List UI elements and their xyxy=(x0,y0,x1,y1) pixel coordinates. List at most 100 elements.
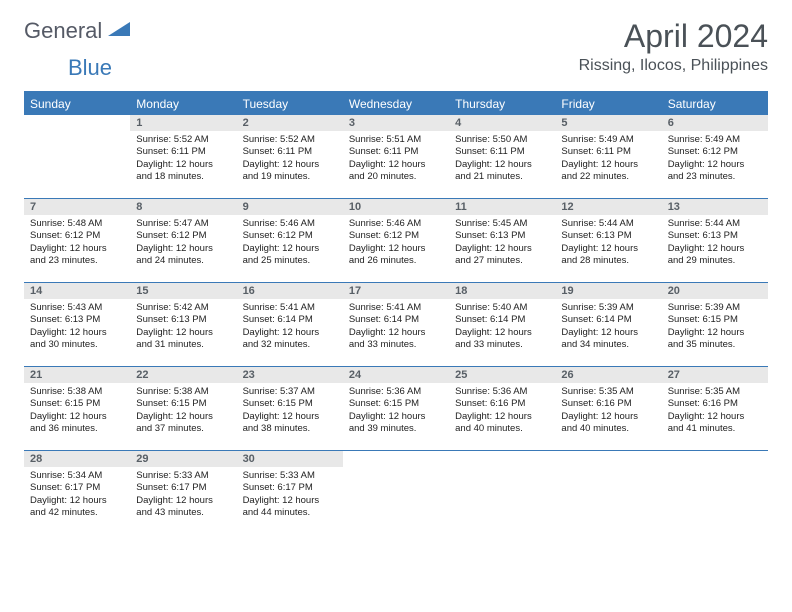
day-number-cell xyxy=(24,115,130,131)
day-detail-line: Sunset: 6:16 PM xyxy=(668,398,762,410)
day-detail-line: and 27 minutes. xyxy=(455,255,549,267)
day-detail-cell xyxy=(24,131,130,199)
day-detail-line: Sunset: 6:15 PM xyxy=(668,314,762,326)
day-detail-line: and 35 minutes. xyxy=(668,339,762,351)
day-detail-line: Sunset: 6:12 PM xyxy=(349,230,443,242)
logo: General xyxy=(24,18,132,44)
day-detail-line: and 33 minutes. xyxy=(349,339,443,351)
day-detail-line: Daylight: 12 hours xyxy=(136,243,230,255)
day-detail-line: Sunrise: 5:33 AM xyxy=(136,470,230,482)
day-detail-line: Daylight: 12 hours xyxy=(30,495,124,507)
day-detail-line: Daylight: 12 hours xyxy=(243,327,337,339)
day-detail-line: Daylight: 12 hours xyxy=(561,327,655,339)
day-detail-line: Daylight: 12 hours xyxy=(136,159,230,171)
day-number-cell: 2 xyxy=(237,115,343,131)
day-detail-line: Sunrise: 5:49 AM xyxy=(668,134,762,146)
day-detail-line: Sunrise: 5:45 AM xyxy=(455,218,549,230)
day-detail-line: Sunrise: 5:50 AM xyxy=(455,134,549,146)
day-detail-line: Sunrise: 5:33 AM xyxy=(243,470,337,482)
day-detail-cell: Sunrise: 5:45 AMSunset: 6:13 PMDaylight:… xyxy=(449,215,555,283)
day-detail-line: and 31 minutes. xyxy=(136,339,230,351)
day-detail-line: Sunset: 6:13 PM xyxy=(455,230,549,242)
day-detail-line: Sunrise: 5:35 AM xyxy=(561,386,655,398)
day-detail-line: Sunset: 6:13 PM xyxy=(136,314,230,326)
day-detail-line: and 18 minutes. xyxy=(136,171,230,183)
day-detail-cell xyxy=(449,467,555,534)
day-detail-line: Sunrise: 5:41 AM xyxy=(243,302,337,314)
day-detail-line: Daylight: 12 hours xyxy=(668,327,762,339)
day-detail-row: Sunrise: 5:34 AMSunset: 6:17 PMDaylight:… xyxy=(24,467,768,534)
day-detail-cell: Sunrise: 5:36 AMSunset: 6:16 PMDaylight:… xyxy=(449,383,555,451)
day-number-cell xyxy=(449,451,555,468)
day-detail-line: and 43 minutes. xyxy=(136,507,230,519)
day-detail-line: Sunrise: 5:37 AM xyxy=(243,386,337,398)
day-detail-cell: Sunrise: 5:50 AMSunset: 6:11 PMDaylight:… xyxy=(449,131,555,199)
day-detail-line: Sunrise: 5:51 AM xyxy=(349,134,443,146)
day-detail-line: Sunrise: 5:43 AM xyxy=(30,302,124,314)
day-detail-line: and 23 minutes. xyxy=(668,171,762,183)
day-detail-line: and 26 minutes. xyxy=(349,255,443,267)
day-number-cell: 26 xyxy=(555,367,661,384)
day-detail-line: Daylight: 12 hours xyxy=(30,411,124,423)
day-number-cell: 8 xyxy=(130,199,236,216)
weekday-header: Saturday xyxy=(662,92,768,115)
day-number-cell: 10 xyxy=(343,199,449,216)
day-detail-line: and 44 minutes. xyxy=(243,507,337,519)
day-detail-line: and 25 minutes. xyxy=(243,255,337,267)
day-detail-line: and 22 minutes. xyxy=(561,171,655,183)
day-number-cell xyxy=(555,451,661,468)
day-detail-line: Daylight: 12 hours xyxy=(561,159,655,171)
day-detail-line: Sunrise: 5:47 AM xyxy=(136,218,230,230)
day-detail-cell xyxy=(343,467,449,534)
day-detail-line: and 38 minutes. xyxy=(243,423,337,435)
day-detail-line: Sunrise: 5:39 AM xyxy=(561,302,655,314)
day-detail-line: Daylight: 12 hours xyxy=(668,411,762,423)
day-detail-cell: Sunrise: 5:39 AMSunset: 6:15 PMDaylight:… xyxy=(662,299,768,367)
day-detail-line: Daylight: 12 hours xyxy=(30,327,124,339)
day-detail-cell: Sunrise: 5:52 AMSunset: 6:11 PMDaylight:… xyxy=(237,131,343,199)
day-detail-line: Daylight: 12 hours xyxy=(243,411,337,423)
day-number-cell: 7 xyxy=(24,199,130,216)
day-detail-line: Daylight: 12 hours xyxy=(561,411,655,423)
day-detail-line: Sunset: 6:14 PM xyxy=(455,314,549,326)
day-detail-line: and 40 minutes. xyxy=(455,423,549,435)
day-detail-line: Sunrise: 5:35 AM xyxy=(668,386,762,398)
day-detail-line: Daylight: 12 hours xyxy=(455,243,549,255)
day-number-cell: 6 xyxy=(662,115,768,131)
day-detail-line: Sunset: 6:12 PM xyxy=(30,230,124,242)
day-number-cell: 28 xyxy=(24,451,130,468)
day-detail-line: Sunrise: 5:49 AM xyxy=(561,134,655,146)
day-detail-row: Sunrise: 5:38 AMSunset: 6:15 PMDaylight:… xyxy=(24,383,768,451)
day-detail-line: Daylight: 12 hours xyxy=(349,411,443,423)
day-detail-line: and 28 minutes. xyxy=(561,255,655,267)
day-detail-line: Daylight: 12 hours xyxy=(136,327,230,339)
day-number-cell: 12 xyxy=(555,199,661,216)
day-detail-line: Sunset: 6:14 PM xyxy=(243,314,337,326)
day-detail-line: Daylight: 12 hours xyxy=(349,243,443,255)
day-detail-line: Sunset: 6:17 PM xyxy=(30,482,124,494)
day-number-cell: 9 xyxy=(237,199,343,216)
day-detail-line: Sunrise: 5:34 AM xyxy=(30,470,124,482)
day-detail-cell: Sunrise: 5:33 AMSunset: 6:17 PMDaylight:… xyxy=(130,467,236,534)
day-detail-line: Sunrise: 5:46 AM xyxy=(349,218,443,230)
day-detail-cell: Sunrise: 5:44 AMSunset: 6:13 PMDaylight:… xyxy=(555,215,661,283)
day-number-cell: 24 xyxy=(343,367,449,384)
day-number-row: 123456 xyxy=(24,115,768,131)
day-detail-cell: Sunrise: 5:51 AMSunset: 6:11 PMDaylight:… xyxy=(343,131,449,199)
weekday-header: Sunday xyxy=(24,92,130,115)
day-detail-cell: Sunrise: 5:41 AMSunset: 6:14 PMDaylight:… xyxy=(343,299,449,367)
day-detail-line: Daylight: 12 hours xyxy=(349,159,443,171)
day-detail-line: Sunrise: 5:52 AM xyxy=(136,134,230,146)
day-number-cell: 11 xyxy=(449,199,555,216)
day-detail-line: Daylight: 12 hours xyxy=(30,243,124,255)
day-detail-line: and 32 minutes. xyxy=(243,339,337,351)
calendar-table: Sunday Monday Tuesday Wednesday Thursday… xyxy=(24,91,768,534)
day-detail-line: Sunset: 6:11 PM xyxy=(136,146,230,158)
day-detail-line: Sunset: 6:14 PM xyxy=(349,314,443,326)
day-detail-line: Sunset: 6:12 PM xyxy=(136,230,230,242)
day-detail-line: Sunset: 6:11 PM xyxy=(561,146,655,158)
day-detail-cell: Sunrise: 5:40 AMSunset: 6:14 PMDaylight:… xyxy=(449,299,555,367)
day-detail-cell: Sunrise: 5:34 AMSunset: 6:17 PMDaylight:… xyxy=(24,467,130,534)
day-number-cell: 15 xyxy=(130,283,236,300)
day-number-cell: 5 xyxy=(555,115,661,131)
